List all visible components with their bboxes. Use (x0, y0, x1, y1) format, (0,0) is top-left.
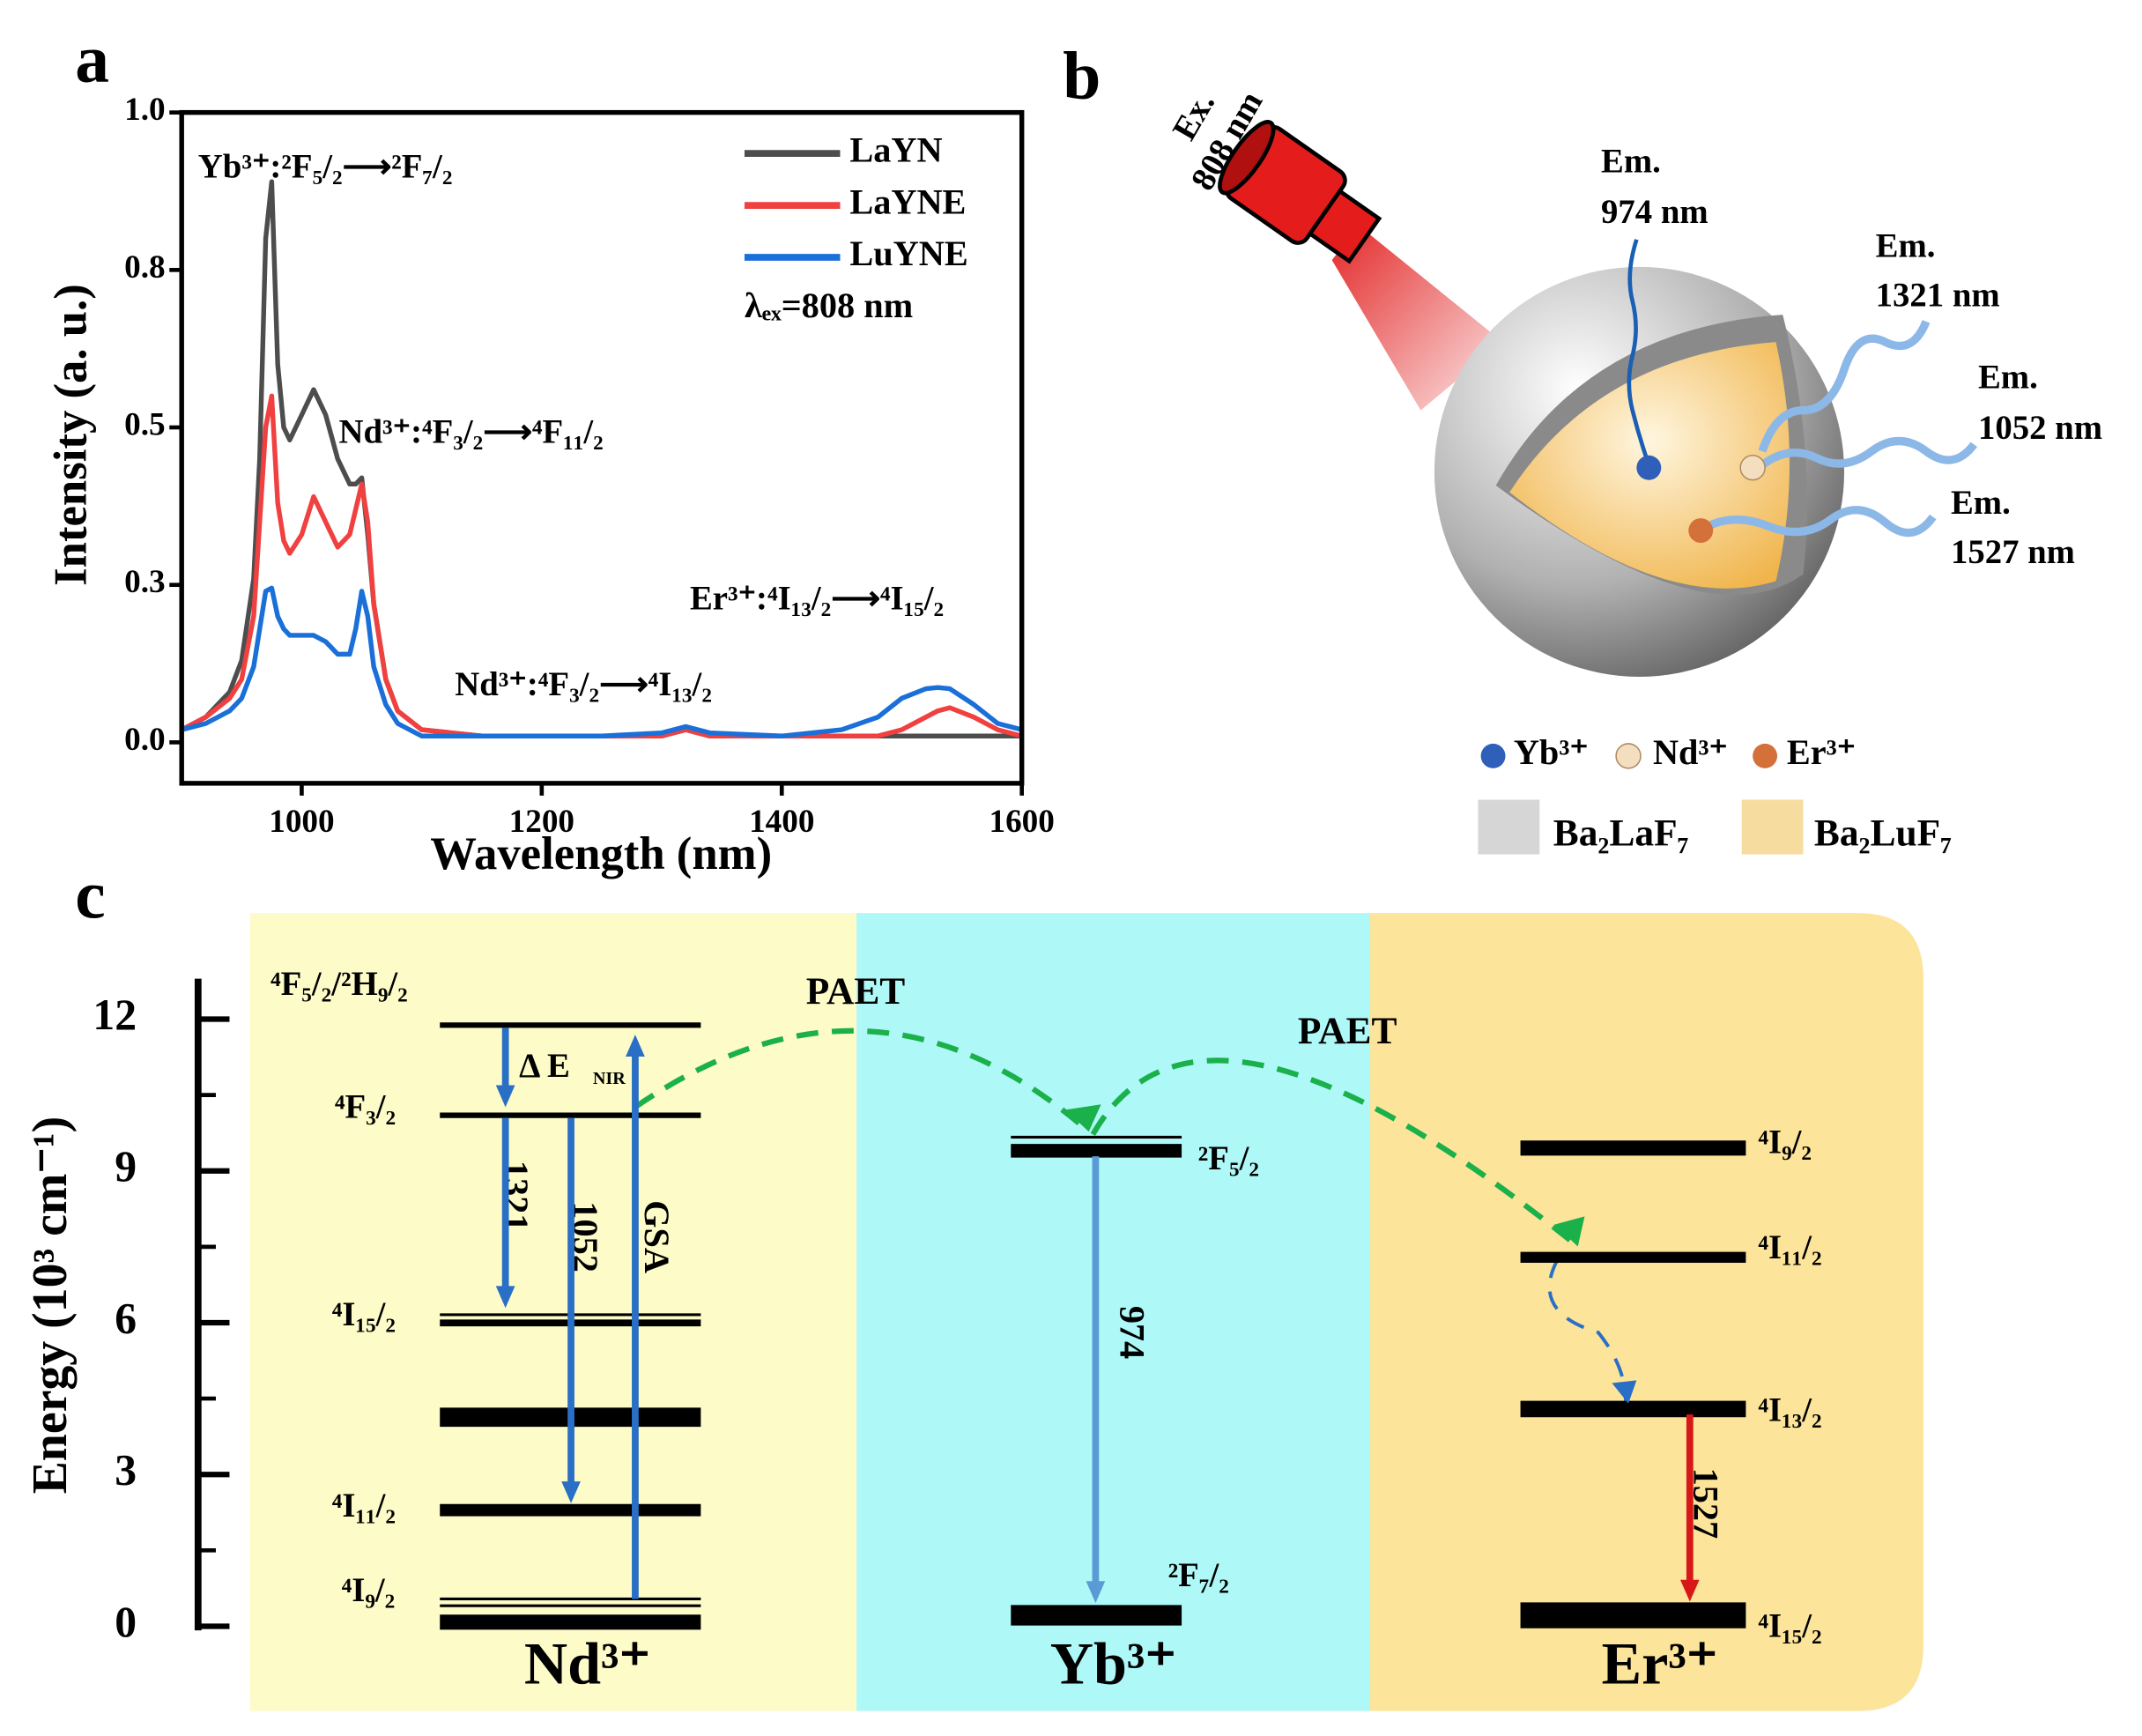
energy-tick-label: 3 (115, 1446, 137, 1495)
panel-c: Energy (10³ cm⁻¹) ⁴F₅/₂/²H₉/₂ ⁴F₃/₂ ⁴I₁₅… (23, 913, 1923, 1711)
emission-label: 1052 nm (1978, 409, 2102, 447)
x-tick-label: 1600 (989, 804, 1054, 840)
y-tick-label: 0.3 (124, 564, 165, 600)
energy-transfer (1090, 1057, 1580, 1249)
legend-label: LaYNE (849, 182, 966, 221)
annotation: Nd³⁺:⁴F₃/₂⟶⁴F₁₁/₂ (338, 412, 603, 450)
annotation: Er³⁺:⁴I₁₃/₂⟶⁴I₁₅/₂ (690, 580, 944, 618)
er-region (1370, 913, 1923, 1711)
legend-label: Er³⁺ (1787, 732, 1856, 772)
x-axis-label: Wavelength (nm) (430, 828, 772, 879)
paet-label: PAET (806, 970, 906, 1013)
energy-tick-label: 9 (115, 1142, 137, 1191)
yb-ion (1636, 455, 1662, 480)
delta-label: Δ E (519, 1047, 570, 1085)
arrow-head (626, 1035, 645, 1057)
emission-label: Em. (1601, 142, 1661, 180)
arrow-head (1554, 1216, 1585, 1247)
y-tick-label: 0.0 (124, 722, 165, 758)
energy-tick-label: 12 (93, 990, 137, 1039)
panel-a: Wavelength (nm) Intensity (a. u.) Yb³⁺:²… (45, 92, 1055, 879)
er-ion (1688, 518, 1714, 544)
level-label: ⁴F₅/₂/²H₉/₂ (271, 965, 408, 1003)
excitation-label: λₑₓ=808 nm (745, 286, 913, 325)
arrow-head (495, 1085, 515, 1108)
emission-arrow (1627, 239, 1651, 466)
arrow-head (1086, 1581, 1106, 1604)
y-axis-label: Intensity (a. u.) (45, 284, 96, 586)
arrow-head (561, 1481, 581, 1503)
level-label: ⁴I₉/₂ (1758, 1124, 1812, 1161)
annotation: Yb³⁺:²F₅/₂⟶²F₇/₂ (198, 148, 453, 186)
plot-frame (179, 109, 1025, 786)
arrow-head (495, 1286, 515, 1309)
energy-tick-label: 6 (115, 1294, 137, 1342)
emission-label: 1527 nm (1951, 533, 2075, 571)
energy-tick-label: 0 (115, 1598, 137, 1646)
panel-label: a (75, 21, 109, 97)
y-axis-label: Energy (10³ cm⁻¹) (23, 1117, 78, 1495)
ion-label: Yb³⁺ (1050, 1630, 1177, 1697)
level-label: ⁴I₁₃/₂ (1758, 1391, 1821, 1428)
legend-label: Nd³⁺ (1653, 732, 1728, 772)
level-label: ⁴I₉/₂ (342, 1571, 396, 1609)
y-tick-label: 1.0 (124, 92, 165, 128)
ion-label: Er³⁺ (1602, 1630, 1718, 1697)
legend-swatch (1741, 799, 1804, 855)
level-label: ²F₅/₂ (1198, 1139, 1259, 1177)
transition-label: 974 (1112, 1306, 1152, 1359)
emission-label: 974 nm (1601, 193, 1708, 231)
legend-label: Ba₂LaF₇ (1553, 812, 1689, 854)
arrow-head (1612, 1380, 1637, 1404)
emission-label: 1321 nm (1876, 276, 2000, 314)
laser (1218, 120, 1382, 264)
legend-label: LuYNE (849, 234, 967, 273)
y-tick-label: 0.5 (124, 407, 165, 443)
laser-beam (1331, 226, 1503, 411)
paet-label: PAET (1298, 1010, 1397, 1052)
level-label: ⁴I₁₁/₂ (1758, 1228, 1821, 1266)
emission-arrow (1760, 436, 1978, 469)
panel-label: c (75, 857, 105, 933)
annotation: Nd³⁺:⁴F₃/₂⟶⁴I₁₃/₂ (455, 665, 712, 703)
emission-label: Em. (1876, 227, 1936, 265)
x-tick-label: 1400 (749, 804, 814, 840)
nd-region (249, 913, 860, 1711)
level-label: ²F₇/₂ (1168, 1556, 1229, 1594)
x-tick-label: 1000 (269, 804, 334, 840)
level-label: ⁴I₁₅/₂ (332, 1295, 396, 1333)
legend-dot (1753, 743, 1778, 768)
ion-label: Nd³⁺ (524, 1630, 651, 1697)
level-label: ⁴I₁₁/₂ (332, 1487, 396, 1525)
legend-label: LaYN (849, 130, 942, 169)
arrow-head (1679, 1579, 1700, 1602)
series-line (181, 585, 1023, 738)
emission-arrow (1705, 506, 1937, 538)
legend-dot (1480, 743, 1506, 768)
emission-label: Em. (1951, 484, 2011, 522)
y-tick-label: 0.8 (124, 249, 165, 286)
transition-label: GSA (637, 1200, 677, 1273)
energy-transfer (634, 1028, 1091, 1134)
emission-label: Em. (1978, 358, 2038, 396)
arrow-head (1065, 1104, 1101, 1132)
laser-nozzle (1307, 188, 1382, 264)
legend-swatch (1478, 799, 1540, 855)
delta-sub: NIR (593, 1069, 626, 1088)
laser-lens (1218, 120, 1276, 196)
legend-label: Yb³⁺ (1514, 732, 1589, 772)
panel-label: b (1063, 37, 1101, 113)
emission-arrow (1758, 319, 1931, 453)
legend-label: Ba₂LuF₇ (1814, 812, 1952, 854)
relaxation (1547, 1259, 1627, 1401)
nd-ion (1739, 455, 1766, 481)
series-line (180, 393, 1023, 738)
legend-dot (1615, 743, 1642, 769)
x-tick-label: 1200 (509, 804, 574, 840)
level-label: ⁴I₁₅/₂ (1758, 1606, 1821, 1644)
panel-b: Ex. 808 nm Em. 974 nm Em. 1321 nm Em. 10… (1165, 85, 2102, 855)
level-label: ⁴F₃/₂ (335, 1087, 396, 1125)
